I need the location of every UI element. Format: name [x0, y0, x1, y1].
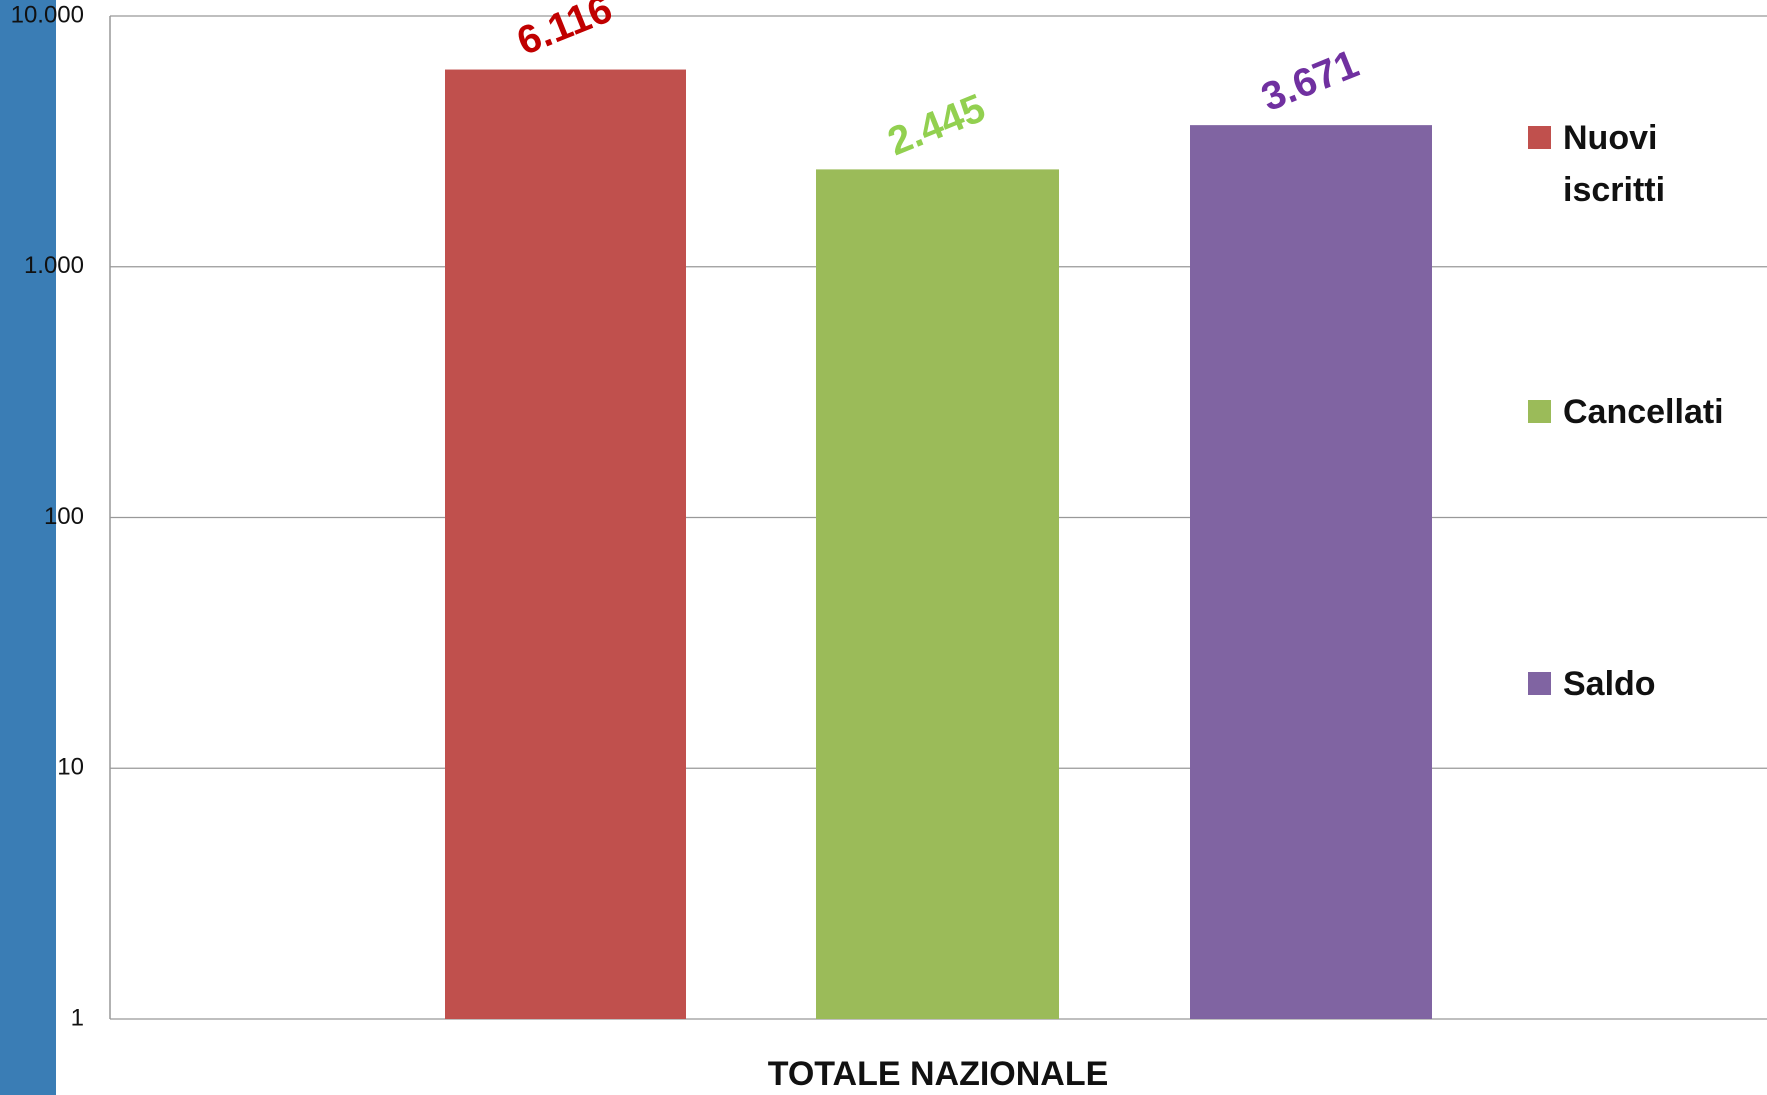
legend-label: Cancellati [1563, 393, 1724, 431]
legend-swatch [1528, 672, 1551, 695]
bar [445, 69, 686, 1020]
bar [1190, 125, 1432, 1020]
legend-swatch [1528, 400, 1551, 423]
bar [816, 169, 1059, 1020]
x-tick-label: TOTALE NAZIONALE [768, 1055, 1109, 1093]
legend-label: Saldo [1563, 665, 1656, 703]
legend-label: Nuovi iscritti [1563, 119, 1666, 209]
y-tick-label: 100 [44, 503, 84, 530]
y-tick-label: 1.000 [24, 252, 84, 279]
legend-swatch [1528, 126, 1551, 149]
data-label: 3.671 [1255, 42, 1364, 120]
y-tick-label: 10.000 [11, 1, 84, 28]
side-strip [0, 0, 56, 1095]
y-tick-label: 1 [71, 1004, 84, 1031]
data-label: 6.116 [511, 0, 618, 64]
data-label: 2.445 [882, 86, 991, 164]
y-tick-label: 10 [57, 754, 84, 781]
